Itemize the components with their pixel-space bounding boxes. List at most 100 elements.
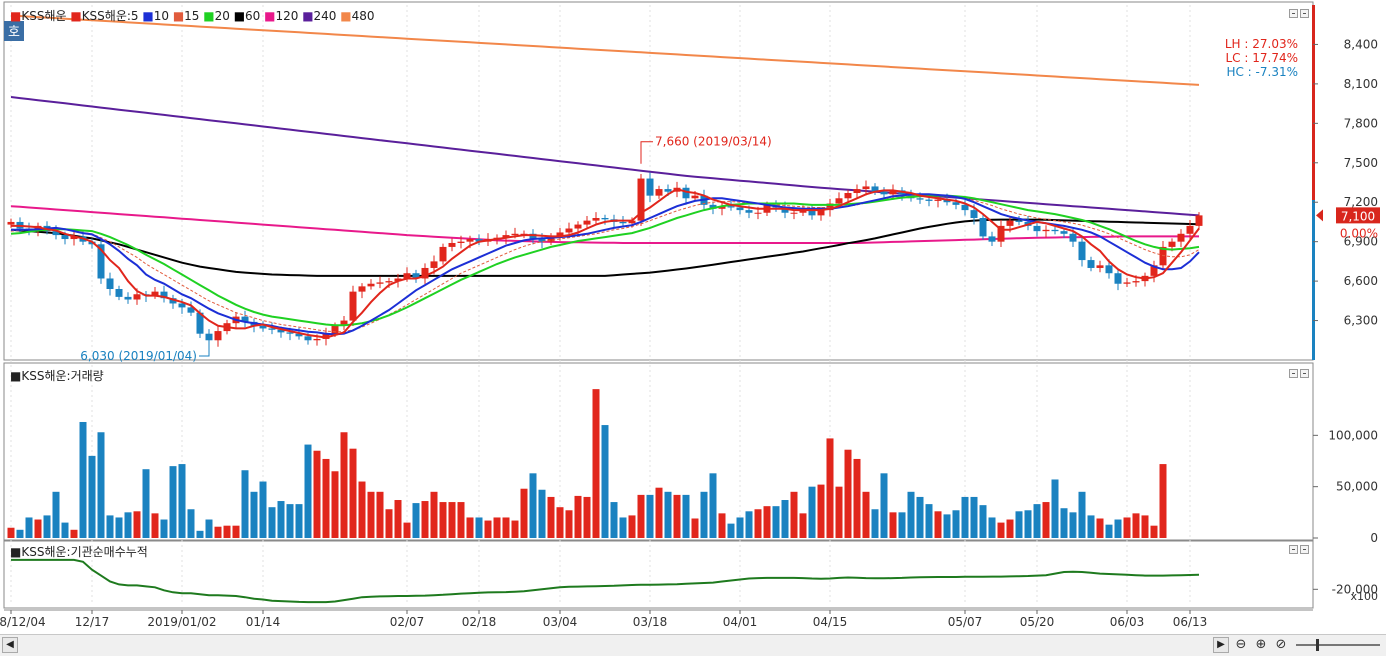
cum-path — [11, 558, 1200, 604]
candle-body — [1159, 246, 1167, 266]
date-tick-label: 03/04 — [543, 615, 578, 629]
volume-bar — [124, 512, 132, 538]
volume-bar — [826, 438, 834, 538]
volume-bar — [574, 495, 582, 538]
volume-bar — [889, 512, 897, 538]
volume-bar — [664, 491, 672, 538]
zoom-reset-icon[interactable]: ⊘ — [1275, 637, 1287, 652]
candle-body — [421, 267, 429, 279]
volume-bar — [862, 491, 870, 538]
volume-bar — [673, 494, 681, 538]
date-tick-label: 04/15 — [813, 615, 848, 629]
volume-bar — [421, 501, 429, 538]
pane2-close-button[interactable] — [1300, 369, 1309, 378]
volume-bar — [583, 496, 591, 538]
scroll-left-button[interactable]: ◀ — [2, 637, 18, 653]
scroll-right-button[interactable]: ▶ — [1213, 637, 1229, 653]
volume-bar — [88, 455, 96, 538]
legend-swatch: ■ — [70, 9, 81, 23]
volume-bar — [1123, 517, 1131, 538]
candle-body — [745, 210, 753, 213]
legend-ma120: 120 — [275, 9, 302, 23]
stat-lh: LH : 27.03% — [1225, 37, 1298, 51]
volume-bar — [376, 491, 384, 538]
candle-body — [565, 228, 573, 233]
candle-body — [1006, 220, 1014, 226]
horizontal-scrollbar[interactable]: ◀ ▶ ⊖ ⊕ ⊘ — [0, 634, 1386, 656]
volume-bar — [412, 503, 420, 538]
chart-labels: 호■KSS해운 ■KSS해운:5 ■10 ■15 ■20 ■60 ■120 ■2… — [4, 9, 1380, 559]
volume-bar — [7, 527, 15, 538]
legend-swatch: ■ — [173, 9, 184, 23]
candle-body — [385, 281, 393, 283]
volume-bar — [592, 389, 600, 538]
candle-body — [313, 338, 321, 341]
ma480-path — [10, 14, 1200, 86]
pane2-minimize-button[interactable] — [1289, 369, 1298, 378]
candle-body — [718, 206, 726, 209]
candle-body — [259, 325, 267, 329]
volume-tick-label: 50,000 — [1336, 480, 1378, 494]
candle-body — [241, 316, 249, 322]
candle-body — [1195, 215, 1203, 226]
candle-body — [574, 224, 582, 229]
volume-bar — [295, 504, 303, 538]
corner-badge: 호 — [8, 25, 20, 40]
zoom-slider-track[interactable] — [1296, 644, 1380, 646]
legend-swatch: ■ — [203, 9, 214, 23]
candle-body — [583, 220, 591, 225]
pane1-close-button[interactable] — [1300, 9, 1309, 18]
zoom-out-icon[interactable]: ⊖ — [1235, 637, 1247, 652]
high-annotation: 7,660 (2019/03/14) — [655, 135, 772, 149]
volume-bar — [844, 449, 852, 538]
volume-bar — [547, 496, 555, 538]
price-tick-label: 7,800 — [1344, 116, 1378, 130]
price-tick-label: 6,300 — [1344, 314, 1378, 328]
cum-tick-label: -20,000 — [1332, 582, 1378, 596]
volume-bar — [682, 494, 690, 538]
date-tick-label: 2019/01/02 — [147, 615, 216, 629]
candle-body — [97, 244, 105, 279]
ma20-path — [10, 194, 1200, 327]
zoom-slider-thumb[interactable] — [1316, 639, 1319, 651]
candle-body — [1168, 241, 1176, 247]
candle-body — [205, 333, 213, 341]
volume-bar — [196, 530, 204, 538]
current-price-arrow-icon — [1316, 209, 1323, 222]
pane3-close-button[interactable] — [1300, 545, 1309, 554]
volume-bar — [1015, 511, 1023, 538]
volume-bar — [1150, 525, 1158, 538]
current-price-label: 7,100 — [1341, 209, 1375, 223]
price-range-bar-upper — [1312, 5, 1315, 200]
legend-ma15: 15 — [184, 9, 203, 23]
date-tick-label: 02/18 — [462, 615, 497, 629]
pane3-minimize-button[interactable] — [1289, 545, 1298, 554]
volume-bar — [736, 517, 744, 538]
volume-bar — [331, 471, 339, 538]
candle-body — [70, 236, 78, 240]
candle-body — [178, 303, 186, 308]
candle-body — [1132, 281, 1140, 283]
pane1-minimize-button[interactable] — [1289, 9, 1298, 18]
volume-bar — [1060, 508, 1068, 538]
volume-bar — [241, 470, 249, 538]
ma5-path — [11, 188, 1200, 339]
candle-body — [115, 289, 123, 297]
volume-bar — [484, 520, 492, 538]
volume-bar — [817, 484, 825, 538]
candle-body — [430, 261, 438, 268]
zoom-in-icon[interactable]: ⊕ — [1255, 637, 1267, 652]
ma60-path — [10, 218, 1200, 277]
volume-bar — [619, 517, 627, 538]
volume-bar — [349, 448, 357, 538]
ma20-line — [10, 194, 1200, 327]
candle-body — [538, 239, 546, 242]
volume-bar — [34, 519, 42, 538]
high-leader — [640, 141, 653, 164]
volume-bar — [466, 517, 474, 538]
volume-bar — [799, 513, 807, 538]
price-legend: ■KSS해운 ■KSS해운:5 ■10 ■15 ■20 ■60 ■120 ■24… — [10, 9, 375, 23]
volume-tick-label: 100,000 — [1328, 428, 1378, 442]
volume-bar — [1132, 513, 1140, 538]
